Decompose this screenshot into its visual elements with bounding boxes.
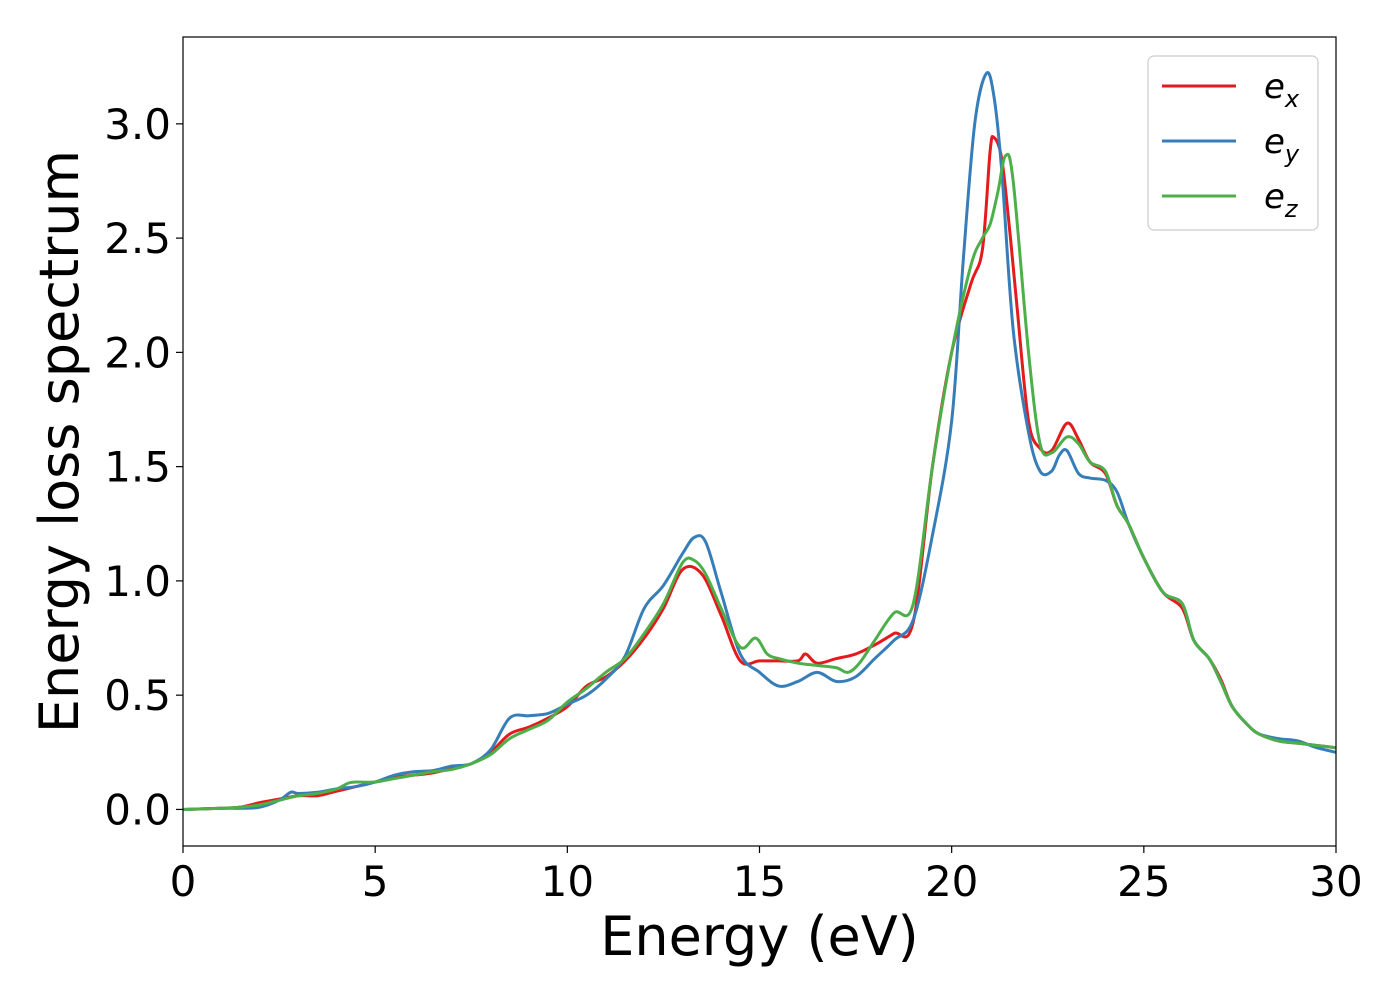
legend-label-subscript: y	[1284, 140, 1300, 168]
legend-label-base: e	[1264, 122, 1285, 162]
series-line-x	[183, 134, 1336, 811]
series-line-z	[183, 152, 1336, 811]
legend-label-z: ez	[1264, 177, 1299, 223]
y-tick-label: 1.5	[104, 443, 171, 492]
x-tick-label: 30	[1309, 857, 1362, 906]
y-tick-label: 1.0	[104, 557, 171, 606]
x-tick-label: 15	[733, 857, 786, 906]
y-axis-label: Energy loss spectrum	[28, 150, 91, 733]
legend-label-y: ey	[1264, 122, 1300, 168]
y-tick-label: 2.0	[104, 328, 171, 377]
x-tick-label: 0	[170, 857, 197, 906]
y-tick-label: 0.0	[104, 785, 171, 834]
y-tick-label: 3.0	[104, 100, 171, 149]
legend-label-subscript: x	[1284, 85, 1300, 113]
series-layer	[183, 71, 1336, 811]
x-tick-label: 10	[541, 857, 594, 906]
x-axis-label: Energy (eV)	[600, 905, 919, 968]
x-tick-label: 20	[925, 857, 978, 906]
legend-label-x: ex	[1264, 67, 1300, 113]
x-tick-label: 25	[1117, 857, 1170, 906]
legend-label-base: e	[1264, 177, 1285, 217]
x-tick-label: 5	[362, 857, 389, 906]
tick-layer: 0 5 10 15 20 25 30 0.0 0.5 1.0 1.5 2.0 2.5 3.0	[104, 100, 1363, 906]
legend-box	[1147, 55, 1319, 231]
legend-label-subscript: z	[1284, 195, 1299, 223]
legend-label-base: e	[1264, 67, 1285, 107]
y-tick-label: 0.5	[104, 671, 171, 720]
y-tick-label: 2.5	[104, 214, 171, 263]
